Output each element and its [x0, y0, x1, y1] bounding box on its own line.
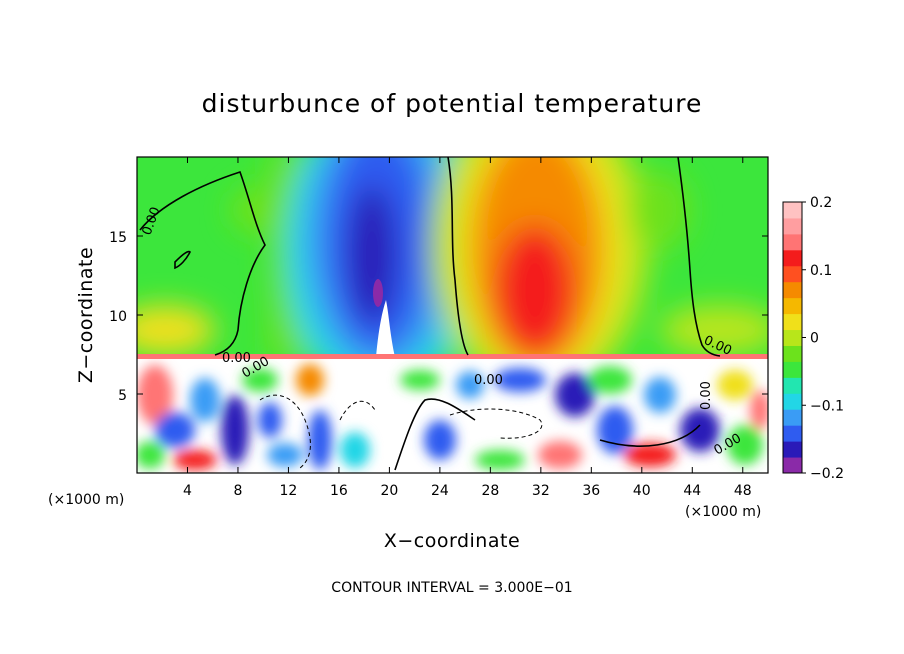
contour-label: 0.00 — [699, 381, 714, 410]
colorbar-tick-label: −0.2 — [810, 466, 844, 482]
layer-boundary — [137, 354, 768, 359]
colorbar-swatch — [783, 297, 802, 315]
contour-label: 0.00 — [222, 351, 251, 366]
x-tick-label: 8 — [233, 483, 242, 499]
y-tick-label: 10 — [109, 309, 127, 325]
x-tick-label: 32 — [532, 483, 550, 499]
x-unit-left: (×1000 m) — [48, 492, 124, 508]
colorbar-swatch — [783, 377, 802, 394]
colorbar-swatch — [783, 217, 802, 235]
colorbar-tick-label: 0.1 — [810, 263, 832, 279]
x-tick-label: 4 — [183, 483, 192, 499]
x-tick-label: 40 — [633, 483, 651, 499]
colorbar-swatch — [783, 457, 802, 474]
y-tick-label: 5 — [118, 388, 127, 404]
colorbar-swatch — [783, 249, 802, 267]
contour-interval-note: CONTOUR INTERVAL = 3.000E−01 — [331, 580, 572, 596]
x-axis: 4 8 12 16 20 24 28 32 36 40 44 48 — [183, 157, 752, 499]
colorbar-tick-label: 0.2 — [810, 195, 832, 211]
x-tick-label: 44 — [683, 483, 701, 499]
x-axis-label: X−coordinate — [384, 530, 520, 552]
colorbar-swatch — [783, 202, 802, 219]
x-tick-label: 24 — [431, 483, 449, 499]
colorbar-tick-label: 0 — [810, 331, 819, 347]
y-tick-label: 15 — [109, 230, 127, 246]
x-tick-label: 28 — [481, 483, 499, 499]
contour-label: 0.00 — [474, 373, 503, 388]
chart-title: disturbunce of potential temperature — [202, 89, 703, 118]
colorbar-swatch — [783, 441, 802, 458]
colorbar-swatch — [783, 281, 802, 299]
contour-lines — [139, 157, 721, 471]
colorbar-swatch — [783, 409, 802, 426]
x-unit-right: (×1000 m) — [685, 504, 761, 520]
y-axis: 5 10 15 — [109, 230, 768, 404]
x-tick-label: 20 — [380, 483, 398, 499]
colorbar-swatch — [783, 361, 802, 378]
colorbar-swatch — [783, 345, 802, 362]
colorbar-swatch — [783, 425, 802, 442]
y-axis-label: Z−coordinate — [75, 247, 97, 383]
colorbar-swatch — [783, 313, 802, 331]
colorbar-ticks: 0.2 0.1 0 −0.1 −0.2 — [802, 195, 844, 482]
x-tick-label: 16 — [330, 483, 348, 499]
negative-contours — [259, 394, 543, 469]
heatmap-field — [137, 157, 768, 473]
x-tick-label: 48 — [734, 483, 752, 499]
colorbar-swatch — [783, 265, 802, 283]
upper-anomalies — [137, 157, 768, 400]
x-tick-label: 12 — [280, 483, 298, 499]
x-tick-label: 36 — [582, 483, 600, 499]
lower-turbulence — [137, 364, 768, 470]
colorbar-swatch — [783, 233, 802, 251]
plume — [376, 300, 395, 357]
colorbar-tick-label: −0.1 — [810, 398, 844, 414]
colorbar-swatch — [783, 393, 802, 410]
colorbar — [783, 202, 802, 474]
colorbar-swatch — [783, 329, 802, 346]
contour-label-group: 0.00 0.00 0.00 0.00 0.00 0.00 0.00 — [140, 205, 744, 458]
